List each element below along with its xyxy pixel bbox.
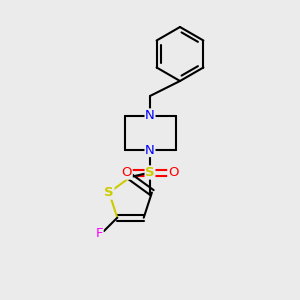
Text: N: N: [145, 109, 155, 122]
Text: F: F: [95, 227, 103, 240]
Text: N: N: [145, 143, 155, 157]
Text: S: S: [104, 186, 114, 199]
Text: S: S: [145, 166, 155, 179]
Text: O: O: [168, 166, 178, 179]
Text: O: O: [122, 166, 132, 179]
